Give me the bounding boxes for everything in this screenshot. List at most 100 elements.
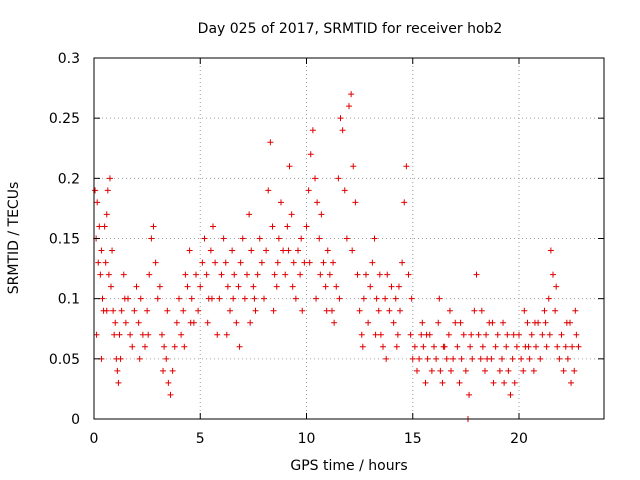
data-point: [188, 295, 195, 302]
x-axis-label: GPS time / hours: [290, 458, 407, 474]
y-tick-label: 0.2: [58, 171, 80, 187]
data-point: [452, 319, 459, 326]
data-point: [312, 175, 318, 182]
data-point: [545, 295, 552, 302]
data-point: [460, 331, 467, 338]
data-point: [248, 247, 255, 254]
data-point: [229, 247, 236, 254]
data-point: [479, 343, 486, 350]
data-point: [569, 343, 576, 350]
data-point: [330, 259, 337, 266]
data-point: [393, 343, 400, 350]
data-point: [171, 343, 178, 350]
data-point: [531, 319, 538, 326]
data-point: [521, 307, 528, 314]
data-point: [562, 343, 569, 350]
data-point: [456, 379, 463, 386]
data-point: [274, 259, 281, 266]
data-point: [382, 295, 389, 302]
data-point: [556, 355, 563, 362]
chart-title: Day 025 of 2017, SRMTID for receiver hob…: [198, 21, 503, 37]
data-point: [298, 235, 305, 242]
data-point: [102, 259, 109, 266]
data-point: [475, 331, 482, 338]
x-tick-label: 10: [298, 431, 316, 447]
data-point: [110, 307, 117, 314]
data-point: [112, 319, 119, 326]
data-point: [554, 343, 561, 350]
data-point: [297, 271, 304, 278]
data-point: [182, 271, 189, 278]
data-point: [433, 355, 440, 362]
data-point: [331, 319, 338, 326]
x-tick-label: 15: [404, 431, 422, 447]
data-point: [369, 259, 376, 266]
data-point: [269, 223, 276, 230]
data-point: [230, 295, 237, 302]
data-point: [397, 307, 403, 314]
data-point: [333, 283, 340, 290]
data-point: [473, 271, 480, 278]
data-point: [167, 391, 174, 398]
data-point: [284, 223, 291, 230]
data-point: [137, 295, 144, 302]
data-point: [201, 235, 208, 242]
y-tick-label: 0.05: [49, 352, 80, 368]
data-point: [349, 247, 356, 254]
data-point: [289, 283, 296, 290]
data-point: [108, 283, 114, 290]
data-point: [99, 295, 106, 302]
data-point: [94, 199, 101, 206]
data-point: [550, 271, 556, 278]
data-point: [222, 259, 229, 266]
data-point: [111, 331, 118, 338]
data-point: [428, 367, 435, 374]
data-point: [117, 355, 124, 362]
data-point: [431, 343, 437, 350]
data-point: [547, 247, 554, 254]
data-point: [180, 307, 187, 314]
data-point: [101, 223, 108, 230]
data-point: [96, 223, 103, 230]
data-point: [372, 331, 379, 338]
data-point: [375, 307, 382, 314]
data-point: [313, 295, 320, 302]
data-point: [384, 271, 391, 278]
data-point: [572, 307, 579, 314]
data-point: [528, 331, 535, 338]
data-point: [324, 247, 331, 254]
data-point: [267, 139, 274, 146]
y-tick-labels: 0 0.05 0.1 0.15 0.2 0.25 0.3: [49, 51, 80, 428]
data-point: [422, 379, 429, 386]
data-point: [273, 283, 280, 290]
data-point: [131, 307, 138, 314]
data-point: [306, 259, 313, 266]
data-point: [553, 283, 560, 290]
data-point: [322, 283, 329, 290]
data-point: [356, 307, 363, 314]
data-point: [390, 319, 397, 326]
data-point: [405, 271, 412, 278]
data-point: [478, 307, 485, 314]
data-point: [314, 199, 321, 206]
data-point: [254, 271, 261, 278]
data-point: [118, 307, 125, 314]
data-point: [552, 307, 559, 314]
data-point: [236, 343, 243, 350]
data-point: [468, 331, 475, 338]
data-point: [408, 295, 415, 302]
data-point: [164, 307, 171, 314]
data-point: [239, 235, 246, 242]
data-point: [142, 343, 148, 350]
data-point: [489, 319, 496, 326]
data-point: [129, 343, 136, 350]
data-point: [135, 319, 142, 326]
data-point: [394, 331, 401, 338]
data-point: [329, 307, 335, 314]
data-point: [395, 283, 402, 290]
data-point: [507, 391, 514, 398]
data-point: [210, 223, 216, 230]
data-point: [343, 235, 350, 242]
x-tick-label: 5: [196, 431, 205, 447]
data-point: [466, 391, 473, 398]
